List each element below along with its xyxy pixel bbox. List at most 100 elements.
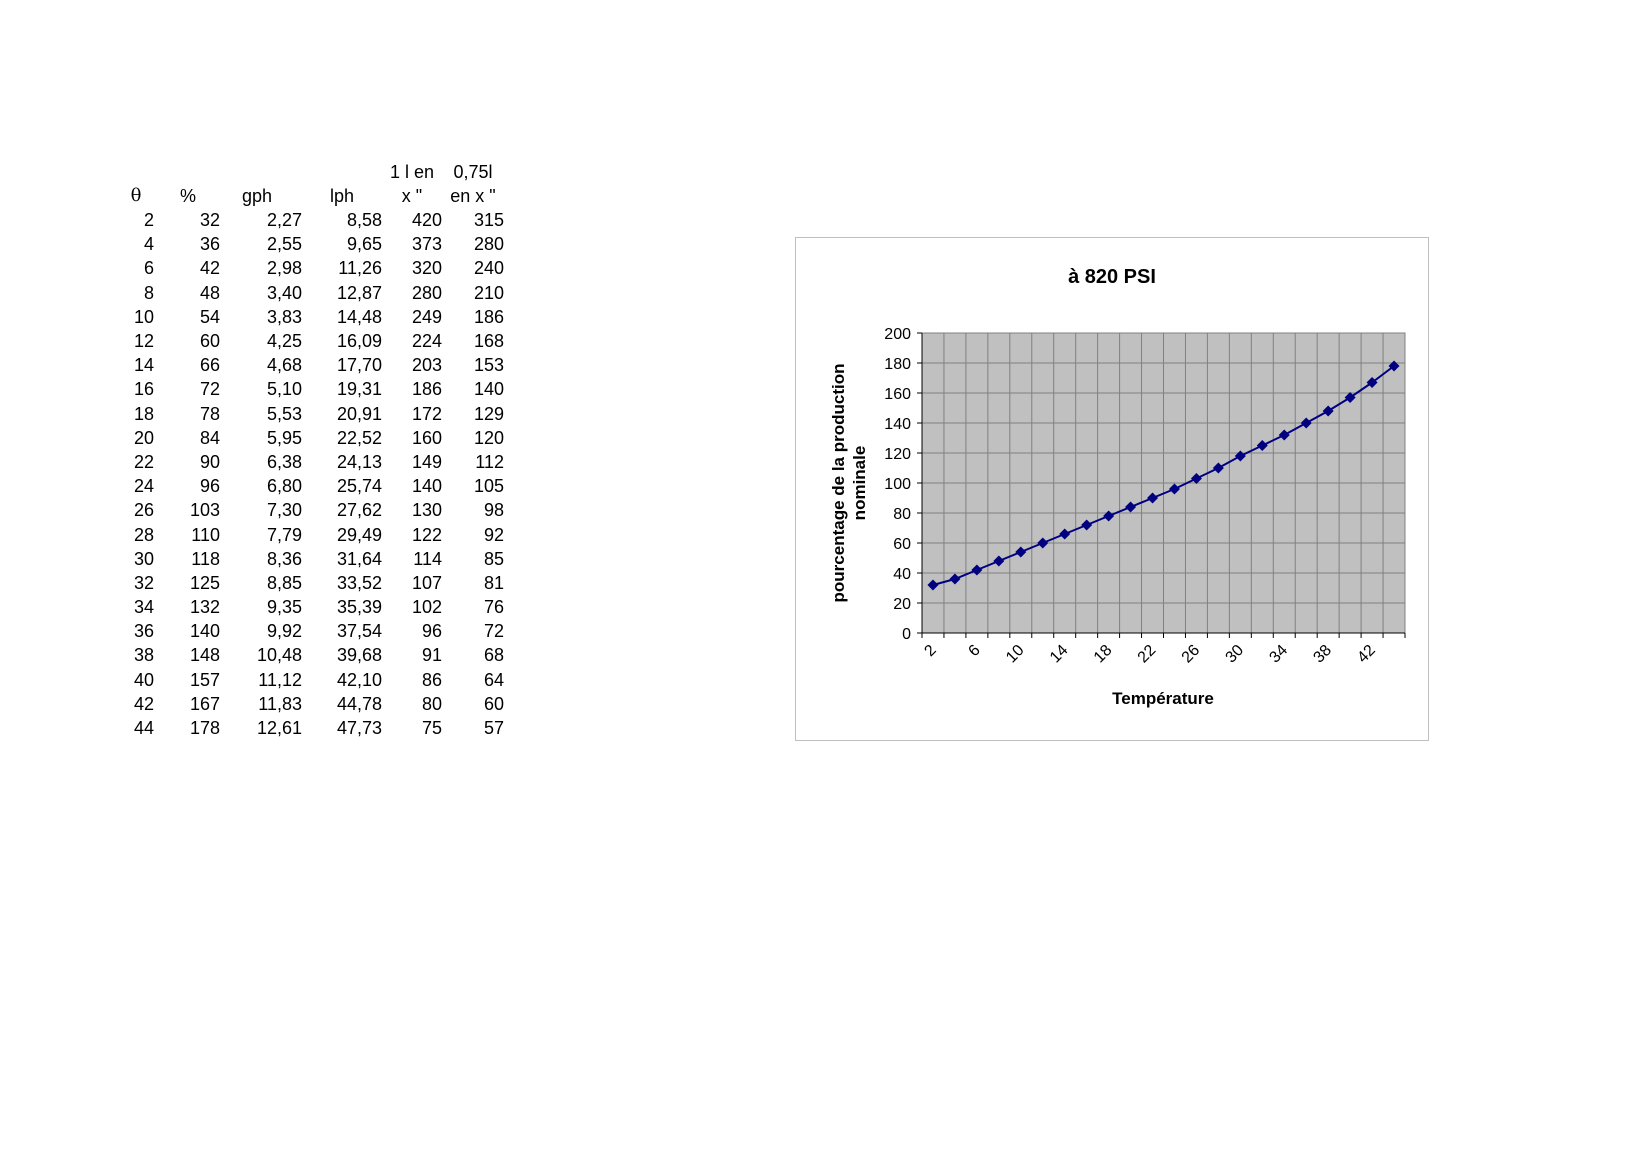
data-point-marker (1234, 450, 1246, 462)
cell-075l: 186 (473, 306, 504, 327)
cell-percent: 178 (189, 718, 220, 739)
cell-theta: 36 (133, 621, 154, 642)
cell-gph: 6,38 (266, 451, 302, 472)
cell-075l: 120 (473, 427, 504, 448)
cell-percent: 72 (199, 379, 220, 400)
data-point-marker (1344, 392, 1356, 403)
x-tick-label: 10 (1003, 642, 1028, 667)
x-tick-label: 26 (1179, 642, 1204, 667)
table-row: 40 157 11,12 42,10 86 64 (118, 668, 504, 692)
data-point-marker (1125, 501, 1137, 513)
cell-075l: 92 (483, 524, 504, 545)
cell-lph: 14,48 (336, 306, 382, 327)
cell-theta: 4 (143, 234, 154, 255)
cell-lph: 42,10 (336, 669, 382, 690)
cell-gph: 2,55 (266, 234, 302, 255)
cell-percent: 48 (199, 282, 220, 303)
cell-gph: 6,80 (266, 476, 302, 497)
cell-075l: 57 (483, 718, 504, 739)
data-point-marker (971, 564, 983, 576)
table-row: 36 140 9,92 37,54 96 72 (118, 619, 504, 643)
cell-lph: 25,74 (336, 476, 382, 497)
cell-1l: 373 (411, 234, 442, 255)
header-percent: % (179, 186, 196, 206)
cell-percent: 42 (199, 258, 220, 279)
axes (917, 332, 1406, 638)
y-tick-label: 200 (884, 326, 911, 343)
data-point-marker (1147, 492, 1159, 504)
cell-percent: 84 (199, 427, 220, 448)
table-row: 4 36 2,55 9,65 373 280 (118, 232, 504, 256)
table-row: 18 78 5,53 20,91 172 129 (118, 402, 504, 426)
data-point-marker (1256, 440, 1268, 451)
table-row: 24 96 6,80 25,74 140 105 (118, 474, 504, 498)
table-header-row: θ % gph lph 1 l en x " 0,75l en x " (118, 160, 504, 208)
cell-gph: 10,48 (256, 645, 302, 666)
cell-075l: 85 (483, 548, 504, 569)
cell-075l: 129 (473, 403, 504, 424)
cell-lph: 35,39 (336, 597, 382, 618)
cell-percent: 140 (189, 621, 220, 642)
cell-theta: 14 (133, 355, 154, 376)
cell-1l: 102 (411, 597, 442, 618)
y-tick-label: 80 (893, 506, 911, 523)
cell-percent: 157 (189, 669, 220, 690)
table-row: 34 132 9,35 35,39 102 76 (118, 595, 504, 619)
cell-percent: 167 (189, 693, 220, 714)
cell-gph: 5,10 (266, 379, 302, 400)
cell-gph: 11,83 (258, 693, 302, 714)
cell-1l: 160 (411, 427, 442, 448)
cell-lph: 8,58 (346, 210, 382, 231)
x-tick-label: 30 (1223, 642, 1248, 667)
x-tick-label: 2 (921, 642, 939, 660)
cell-lph: 12,87 (336, 282, 382, 303)
y-tick-label: 20 (893, 596, 911, 613)
cell-lph: 24,13 (336, 451, 382, 472)
header-1l: 1 l en x " (382, 160, 442, 208)
cell-gph: 4,25 (266, 331, 302, 352)
y-axis-title: pourcentage de la production nominale (829, 364, 869, 603)
data-point-marker (1300, 417, 1312, 429)
data-table: θ % gph lph 1 l en x " 0,75l en x " 2 32 2… (118, 160, 504, 740)
cell-1l: 224 (411, 331, 442, 352)
cell-percent: 96 (199, 476, 220, 497)
cell-lph: 22,52 (336, 427, 382, 448)
cell-gph: 2,98 (266, 258, 302, 279)
cell-lph: 17,70 (336, 355, 382, 376)
cell-1l: 91 (421, 645, 442, 666)
data-point-marker (1037, 537, 1049, 549)
table-row: 14 66 4,68 17,70 203 153 (118, 353, 504, 377)
cell-lph: 33,52 (336, 572, 382, 593)
cell-theta: 32 (133, 572, 154, 593)
cell-theta: 30 (133, 548, 154, 569)
cell-lph: 37,54 (336, 621, 382, 642)
cell-075l: 98 (483, 500, 504, 521)
table-row: 32 125 8,85 33,52 107 81 (118, 571, 504, 595)
table-row: 16 72 5,10 19,31 186 140 (118, 377, 504, 401)
cell-percent: 110 (191, 524, 220, 545)
cell-075l: 210 (473, 282, 504, 303)
y-tick-labels: 0 20 40 60 80 100 120 140 160 180 200 (884, 326, 911, 643)
data-point-marker (1366, 377, 1378, 388)
header-gph: gph (242, 186, 273, 206)
cell-lph: 31,64 (336, 548, 382, 569)
cell-theta: 42 (133, 693, 154, 714)
chart-container: 0 20 40 60 80 100 120 140 160 180 200 2 6 10 14 18 22 26… (795, 237, 1429, 741)
data-point-marker (1212, 462, 1224, 474)
cell-075l: 112 (475, 451, 504, 472)
table-row: 44 178 12,61 47,73 75 57 (118, 716, 504, 740)
cell-percent: 103 (189, 500, 220, 521)
cell-gph: 7,30 (266, 500, 302, 521)
x-tick-label: 6 (965, 642, 983, 660)
y-tick-label: 180 (884, 356, 911, 373)
table-row: 2 32 2,27 8,58 420 315 (118, 208, 504, 232)
cell-lph: 44,78 (336, 693, 382, 714)
cell-lph: 11,26 (338, 258, 382, 279)
cell-theta: 28 (133, 524, 154, 545)
cell-theta: 20 (133, 427, 154, 448)
y-axis-title-line1: pourcentage de la production (829, 364, 848, 603)
header-075l: 0,75l en x " (442, 160, 504, 208)
data-point-marker (1081, 519, 1093, 531)
cell-1l: 420 (411, 210, 442, 231)
cell-075l: 105 (473, 476, 504, 497)
